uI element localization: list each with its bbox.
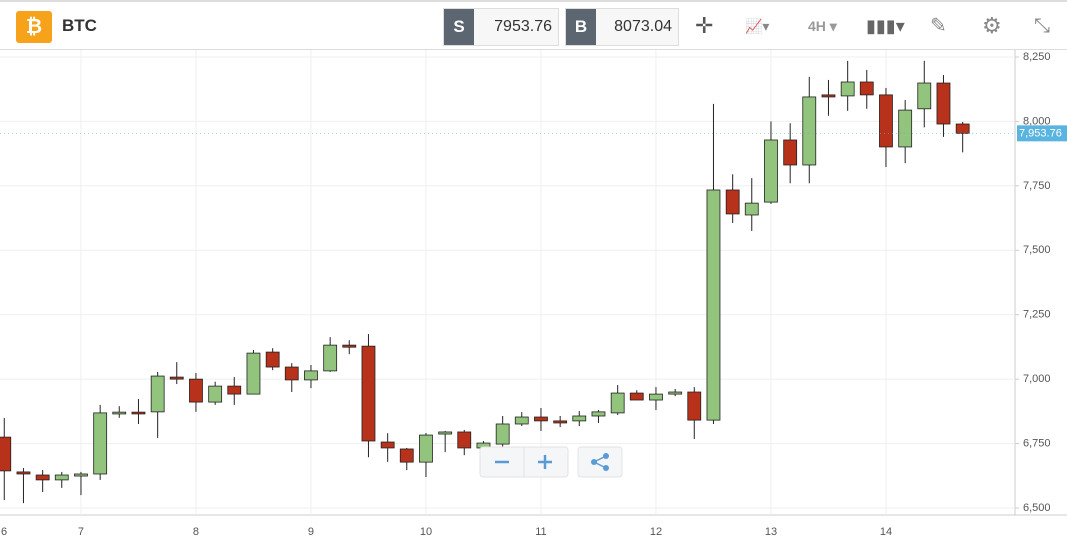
candle-body (399, 448, 414, 463)
candle-body (457, 431, 472, 449)
candle-body (189, 378, 203, 403)
symbol: BTC (62, 16, 97, 35)
candle-body (208, 385, 223, 403)
candle-body (361, 345, 376, 442)
sell-box[interactable]: S 7953.76 (443, 8, 559, 46)
candle-body (687, 391, 702, 421)
buy-price: 8073.04 (614, 18, 672, 35)
candle-body (54, 474, 69, 481)
buy-box[interactable]: B 8073.04 (565, 8, 679, 46)
candle-body (572, 415, 587, 422)
candle-body (706, 189, 721, 421)
y-tick-label: 7,750 (1023, 180, 1051, 192)
candle-body (898, 109, 913, 148)
candle-body (629, 392, 644, 401)
interval[interactable]: 4H ▾ (808, 18, 837, 34)
toolbar: ₿ BTC S 7953.76 B 8073.04 ✛ 📈▾ 4H ▾ ▮▮▮▾… (0, 0, 1067, 50)
candle-body (514, 416, 529, 425)
candle-body (112, 411, 127, 415)
candle-body (246, 352, 261, 395)
candle-body (917, 82, 932, 110)
candle-body (304, 370, 318, 381)
candle-body (16, 471, 31, 475)
candle-body (649, 393, 663, 401)
y-tick-label: 8,250 (1023, 51, 1051, 63)
y-tick-label: 7,250 (1023, 309, 1051, 321)
x-tick-label: 8 (193, 526, 199, 538)
interval-label: 4H (808, 18, 826, 34)
y-tick-label: 6,750 (1023, 437, 1051, 449)
candle-body (169, 376, 184, 380)
candle-type[interactable]: ▮▮▮▾ (866, 16, 905, 36)
y-tick-label: 7,000 (1023, 373, 1051, 385)
candle-body (495, 423, 510, 445)
candle-body (227, 385, 242, 395)
candle-body (438, 431, 453, 435)
x-tick-label: 11 (535, 526, 546, 538)
x-tick-label: 10 (420, 526, 432, 538)
candle-body (859, 81, 874, 96)
candle-body (419, 434, 433, 463)
buy-label: B (566, 9, 596, 45)
sell-price: 7953.76 (494, 18, 552, 35)
candle-body (284, 366, 299, 381)
candle-body (323, 344, 338, 372)
x-tick-label: 7 (78, 526, 84, 538)
x-tick-label: 13 (765, 526, 777, 538)
sell-label: S (444, 9, 474, 45)
candle-body (93, 412, 108, 475)
candle-body (591, 411, 606, 417)
candle-body (879, 94, 893, 148)
candle-body (783, 139, 798, 166)
candle-body (744, 202, 759, 216)
candle-body (131, 411, 146, 415)
zoom-controls (479, 446, 623, 478)
candle-body (725, 189, 740, 215)
draw-tools[interactable]: ✎ (930, 15, 947, 37)
candle-body (955, 123, 970, 134)
share-icon (593, 455, 607, 469)
candle-body (35, 474, 50, 481)
candle-body (764, 139, 778, 203)
candle-body (840, 81, 855, 97)
btc-icon: ₿ (16, 11, 52, 43)
x-tick-label: 12 (650, 526, 662, 538)
settings[interactable]: ⚙ (982, 13, 1002, 38)
price-tag-label: 7,953.76 (1019, 127, 1062, 139)
x-tick-label: 14 (880, 526, 892, 538)
candle-body (802, 96, 817, 166)
candle-body (534, 416, 548, 422)
x-tick-label: 6 (1, 526, 7, 538)
candle-body (610, 392, 625, 414)
chart: 6,500 6,750 7,000 7,250 7,500 7,750 8,000 8,250… (0, 50, 1067, 538)
y-tick-label: 7,500 (1023, 244, 1051, 256)
candle-body (342, 344, 357, 348)
candle-body (74, 473, 88, 477)
fullscreen[interactable]: ⤡ (1034, 15, 1050, 37)
chart-type[interactable]: 📈▾ (745, 18, 770, 34)
candle-body (553, 420, 568, 424)
x-tick-label: 9 (308, 526, 314, 538)
candle-body (380, 441, 395, 449)
y-tick-label: 8,000 (1023, 115, 1051, 127)
candle-body (150, 375, 165, 413)
candle-body (0, 436, 12, 472)
y-tick-label: 6,500 (1023, 502, 1051, 514)
share-button[interactable] (577, 446, 623, 478)
candle-body (936, 82, 951, 125)
candle-body (265, 351, 280, 368)
price-tag (1017, 125, 1067, 142)
candle-body (668, 391, 683, 395)
candle-body (821, 94, 836, 98)
crosshair[interactable]: ✛ (695, 13, 714, 38)
